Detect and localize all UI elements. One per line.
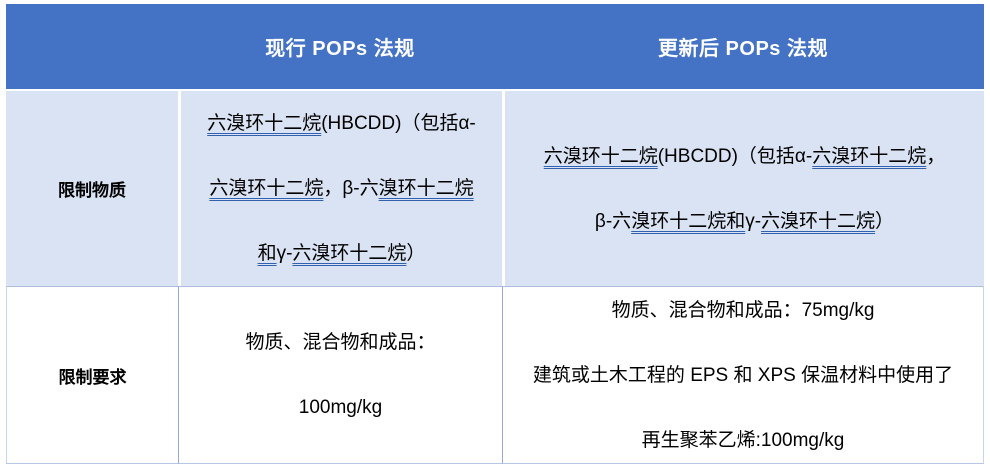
inserted-underlined-text: 六溴环十二烷 [209, 178, 324, 199]
text-line: β-六溴环十二烷和γ-六溴环十二烷） [595, 189, 894, 254]
text-segment: (HBCDD)（包括α- [321, 113, 476, 134]
text-line: 和γ-六溴环十二烷） [258, 221, 426, 286]
inserted-underlined-text: 溴环十二烷 [378, 178, 474, 199]
header-cell-updated-regulation: 更新后 POPs 法规 [502, 4, 984, 89]
inserted-underlined-text: 六溴环十二烷 [761, 210, 876, 232]
text-segment: 建筑或土木工程的 EPS 和 XPS 保温材料中使用了 [532, 364, 954, 386]
cell-current-restriction-requirement: 物质、混合物和成品： 100mg/kg [178, 286, 502, 464]
text-segment: β-六 [594, 210, 632, 232]
text-segment: ，β-六 [323, 178, 379, 199]
text-segment: γ- [745, 210, 762, 232]
text-line: 100mg/kg [299, 375, 382, 440]
text-line: 建筑或土木工程的 EPS 和 XPS 保温材料中使用了 [533, 343, 953, 408]
inserted-underlined-text: 六溴环十二烷 [543, 145, 658, 167]
text-segment: (HBCDD)（包括α- [657, 145, 813, 167]
header-updated-label: 更新后 POPs 法规 [658, 38, 828, 60]
row-label-restricted-substance: 限制物质 [58, 181, 126, 200]
header-cell-current-regulation: 现行 POPs 法规 [178, 4, 502, 89]
text-segment: 100mg/kg [298, 397, 383, 418]
pops-regulation-comparison-table: 现行 POPs 法规 更新后 POPs 法规 限制物质 六溴环十二烷(HBCDD… [6, 4, 984, 464]
cell-updated-restriction-requirement: 物质、混合物和成品：75mg/kg 建筑或土木工程的 EPS 和 XPS 保温材料… [502, 286, 984, 464]
text-line: 六溴环十二烷(HBCDD)（包括α-六溴环十二烷， [544, 124, 946, 189]
text-segment: γ- [276, 243, 293, 264]
text-segment: 再生聚苯乙烯:100mg/kg [641, 429, 845, 451]
text-line: 物质、混合物和成品：75mg/kg [612, 278, 875, 343]
header-cell-blank [6, 4, 178, 89]
cell-updated-restricted-substance: 六溴环十二烷(HBCDD)（包括α-六溴环十二烷， β-六溴环十二烷和γ-六溴环十… [502, 89, 984, 286]
inserted-underlined-text: 六溴环十二烷 [292, 243, 407, 264]
text-line: 再生聚苯乙烯:100mg/kg [642, 408, 845, 473]
text-line: 六溴环十二烷(HBCDD)（包括α- [207, 91, 476, 156]
row-label-cell-restricted-substance: 限制物质 [6, 89, 178, 286]
text-segment: ） [875, 210, 895, 232]
text-segment: 物质、混合物和成品： [245, 332, 436, 353]
text-segment: ） [406, 243, 426, 264]
text-line: 物质、混合物和成品： [245, 310, 435, 375]
inserted-underlined-text: 和 [257, 243, 277, 264]
inserted-underlined-text: 六溴环十二烷 [207, 113, 322, 134]
inserted-underlined-text: 六溴环十二烷 [812, 145, 927, 167]
row-label-cell-restriction-requirement: 限制要求 [6, 286, 178, 464]
cell-current-restricted-substance: 六溴环十二烷(HBCDD)（包括α- 六溴环十二烷，β-六溴环十二烷 和γ-六溴环十… [178, 89, 502, 286]
text-segment: 物质、混合物和成品：75mg/kg [611, 299, 875, 321]
inserted-underlined-text: 溴环十二烷和 [631, 210, 746, 232]
row-label-restriction-requirement: 限制要求 [58, 367, 127, 387]
text-line: 六溴环十二烷，β-六溴环十二烷 [209, 156, 473, 221]
header-current-label: 现行 POPs 法规 [265, 38, 415, 60]
text-segment: ， [926, 145, 946, 167]
